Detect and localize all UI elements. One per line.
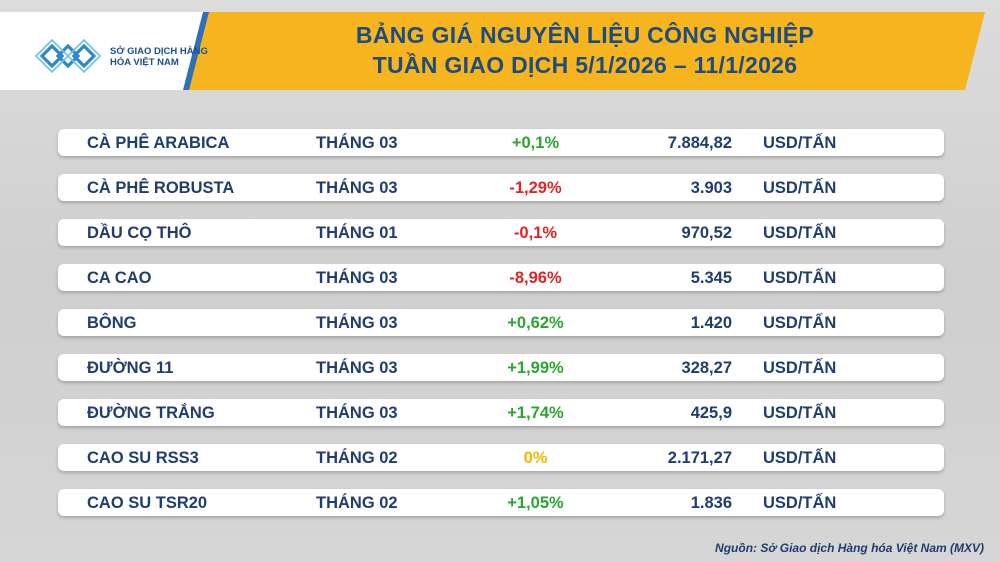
commodity-name: DẦU CỌ THÔ xyxy=(87,224,192,242)
price-change: 0% xyxy=(523,449,548,467)
price-change: +0,62% xyxy=(507,314,564,332)
source-note: Nguồn: Sở Giao dịch Hàng hóa Việt Nam (M… xyxy=(715,541,984,555)
price-value: 425,9 xyxy=(690,404,732,422)
page-title-line1: BẢNG GIÁ NGUYÊN LIỆU CÔNG NGHIỆP xyxy=(355,22,815,48)
price-value: 328,27 xyxy=(681,359,732,377)
price-value: 7.884,82 xyxy=(667,134,732,152)
commodity-name: CA CAO xyxy=(87,269,152,287)
contract-month: THÁNG 03 xyxy=(316,179,398,197)
commodity-name: ĐƯỜNG TRẮNG xyxy=(87,404,215,422)
price-unit: USD/TẤN xyxy=(763,359,837,377)
contract-month: THÁNG 03 xyxy=(316,359,398,377)
price-value: 5.345 xyxy=(690,269,732,287)
price-unit: USD/TẤN xyxy=(763,224,837,242)
commodity-name: BÔNG xyxy=(87,314,137,332)
logo-text: SỞ GIAO DỊCH HÀNG HÓA VIỆT NAM xyxy=(110,46,208,68)
price-value: 2.171,27 xyxy=(667,449,732,467)
contract-month: THÁNG 02 xyxy=(316,494,398,512)
price-unit: USD/TẤN xyxy=(763,314,837,332)
contract-month: THÁNG 03 xyxy=(316,314,398,332)
commodity-name: CÀ PHÊ ARABICA xyxy=(87,134,230,152)
mxv-logo: SỞ GIAO DỊCH HÀNG HÓA VIỆT NAM xyxy=(28,26,208,88)
price-change: +1,74% xyxy=(507,404,564,422)
price-unit: USD/TẤN xyxy=(763,269,837,287)
price-change: +1,99% xyxy=(507,359,564,377)
price-change: -0,1% xyxy=(513,224,558,242)
price-change: -1,29% xyxy=(509,179,562,197)
price-unit: USD/TẤN xyxy=(763,134,837,152)
table-row: CA CAO THÁNG 03 -8,96% 5.345 USD/TẤN xyxy=(58,264,944,291)
price-change: +1,05% xyxy=(507,494,564,512)
table-row: ĐƯỜNG 11 THÁNG 03 +1,99% 328,27 USD/TẤN xyxy=(58,354,944,381)
table-row: CÀ PHÊ ARABICA THÁNG 03 +0,1% 7.884,82 USD/T… xyxy=(58,129,944,156)
table-row: BÔNG THÁNG 03 +0,62% 1.420 USD/TẤN xyxy=(58,309,944,336)
table-row: CÀ PHÊ ROBUSTA THÁNG 03 -1,29% 3.903 USD/TẤN xyxy=(58,174,944,201)
contract-month: THÁNG 03 xyxy=(316,404,398,422)
commodity-name: CAO SU TSR20 xyxy=(87,494,208,512)
logo-mark-icon xyxy=(34,38,102,74)
page-title-line2: TUẦN GIAO DỊCH 5/1/2026 – 11/1/2026 xyxy=(372,52,798,78)
price-value: 3.903 xyxy=(690,179,732,197)
price-unit: USD/TẤN xyxy=(763,494,837,512)
price-change: -8,96% xyxy=(509,269,562,287)
table-row: ĐƯỜNG TRẮNG THÁNG 03 +1,74% 425,9 USD/TẤN xyxy=(58,399,944,426)
price-value: 1.420 xyxy=(690,314,732,332)
contract-month: THÁNG 03 xyxy=(316,269,398,287)
contract-month: THÁNG 03 xyxy=(316,134,398,152)
header-banner: SỞ GIAO DỊCH HÀNG HÓA VIỆT NAM BẢNG GIÁ … xyxy=(0,12,1000,90)
price-change: +0,1% xyxy=(511,134,560,152)
commodity-name: CAO SU RSS3 xyxy=(87,449,199,467)
contract-month: THÁNG 02 xyxy=(316,449,398,467)
contract-month: THÁNG 01 xyxy=(316,224,398,242)
price-unit: USD/TẤN xyxy=(763,179,837,197)
table-row: DẦU CỌ THÔ THÁNG 01 -0,1% 970,52 USD/TẤN xyxy=(58,219,944,246)
table-row: CAO SU RSS3 THÁNG 02 0% 2.171,27 USD/TẤN xyxy=(58,444,944,471)
price-unit: USD/TẤN xyxy=(763,449,837,467)
commodity-name: CÀ PHÊ ROBUSTA xyxy=(87,179,235,197)
price-value: 970,52 xyxy=(681,224,732,242)
table-row: CAO SU TSR20 THÁNG 02 +1,05% 1.836 USD/TẤN xyxy=(58,489,944,516)
banner-shape xyxy=(0,12,985,90)
price-value: 1.836 xyxy=(690,494,732,512)
price-unit: USD/TẤN xyxy=(763,404,837,422)
commodity-name: ĐƯỜNG 11 xyxy=(87,359,174,377)
